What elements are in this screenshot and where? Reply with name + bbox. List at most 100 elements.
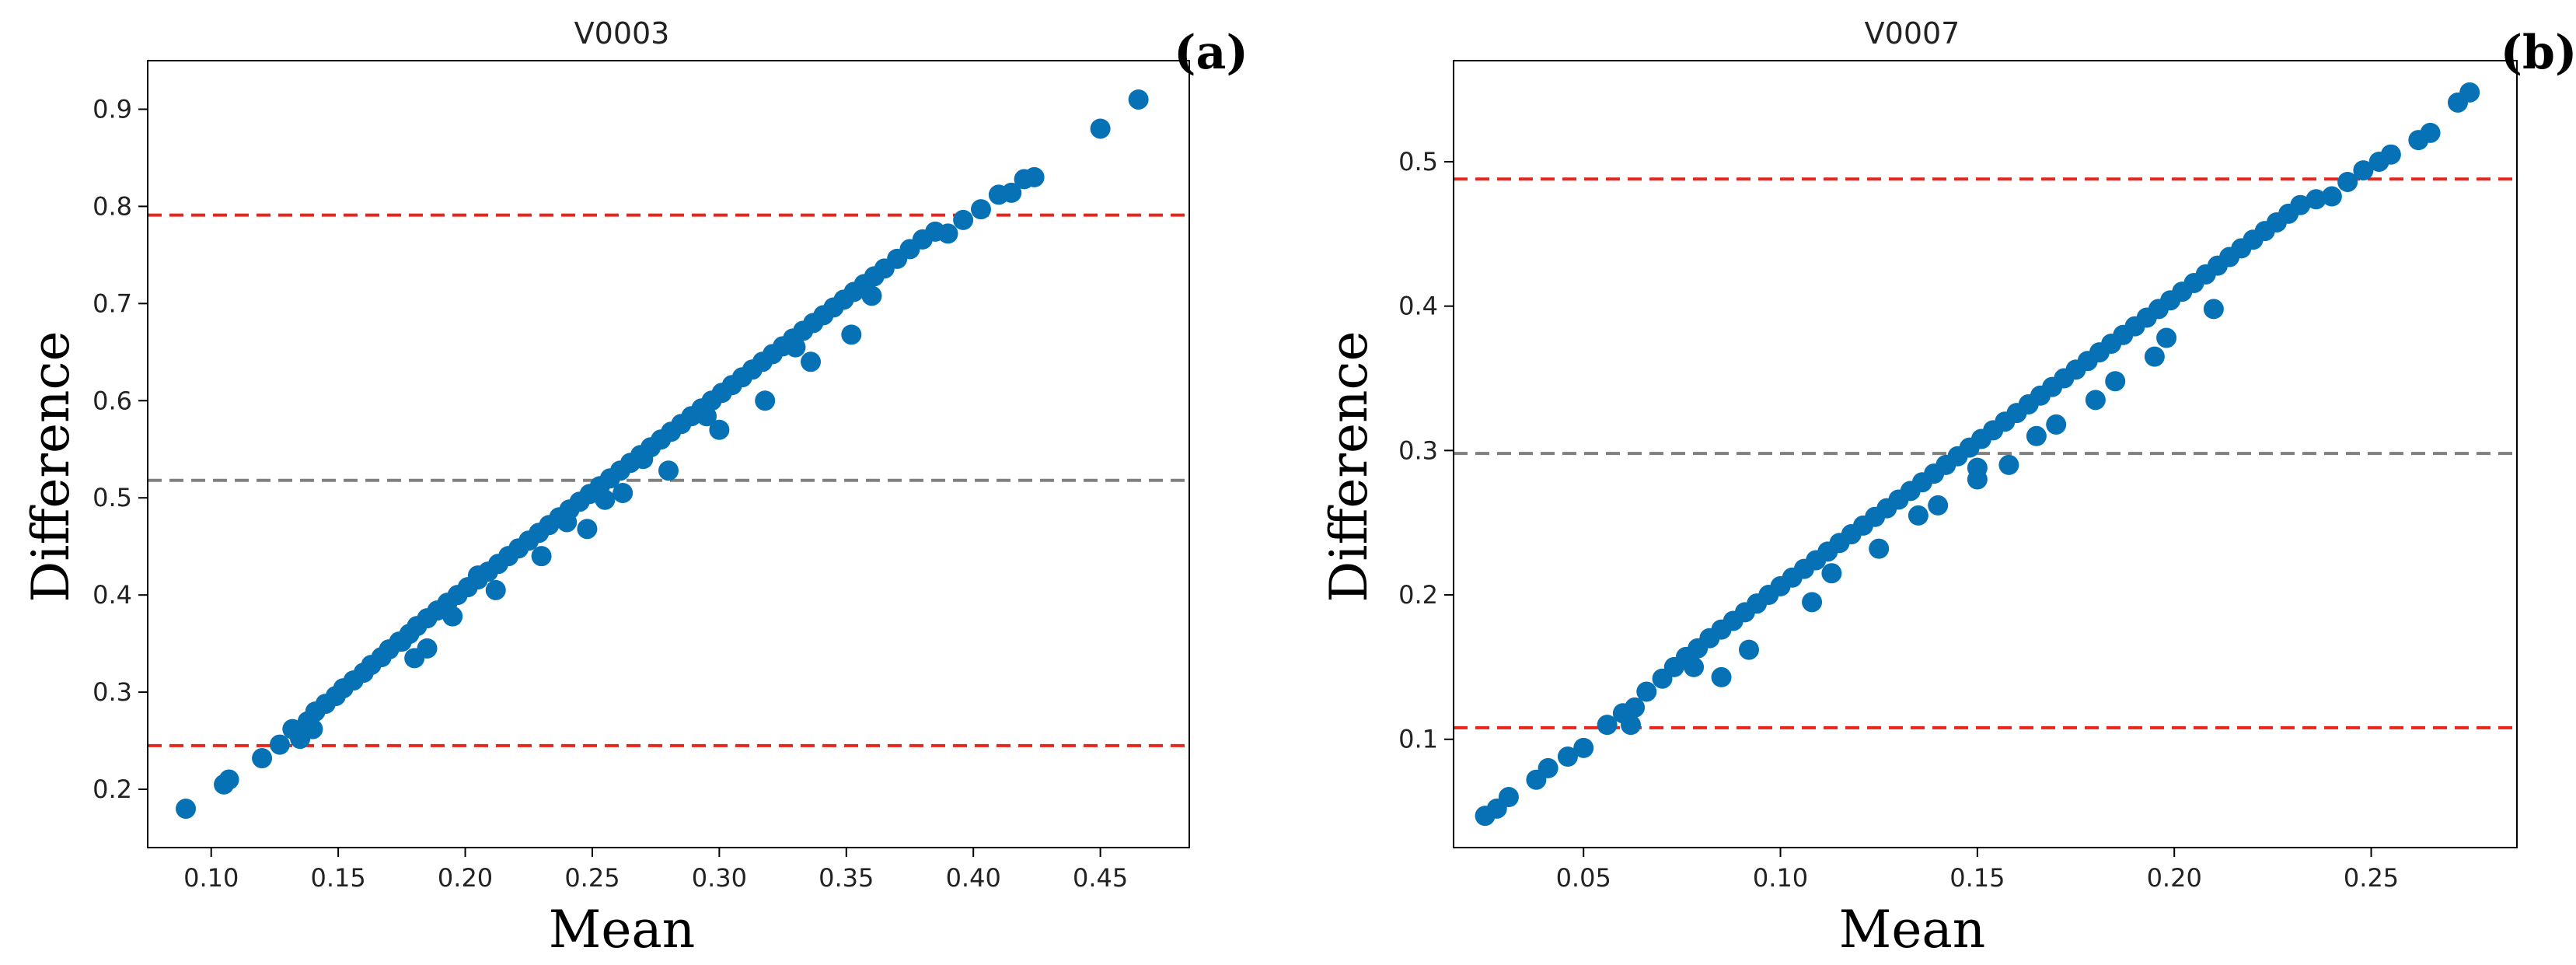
panel-label: (b) [2501,26,2576,80]
data-point [613,482,634,503]
x-axis-label: Mean [549,900,696,960]
data-point [269,734,290,755]
data-point [595,489,616,510]
data-point [953,209,974,230]
y-tick-label: 0.5 [1398,147,1438,177]
y-tick-label: 0.2 [92,774,132,804]
data-point [785,337,806,358]
data-point [2156,327,2177,348]
data-point [1869,538,1890,559]
data-point [1538,757,1559,778]
data-point [1684,656,1705,677]
data-point [658,460,679,481]
data-point [1024,166,1045,187]
data-point [1621,715,1641,736]
data-point [1802,592,1823,613]
plot-frame [1453,60,2518,848]
x-tick-label: 0.15 [310,863,365,893]
y-axis-ticks: 0.1 0.2 0.3 0.4 0.5 [1398,147,1454,754]
data-point [531,546,552,567]
x-tick-label: 0.25 [2344,863,2399,893]
data-point [1001,182,1022,203]
x-tick-label: 0.10 [1753,863,1808,893]
data-point [1498,787,1519,808]
data-point [1821,563,1842,584]
data-point [252,748,273,769]
chart-panel-a: V0003 (a) Mean Difference 0.10 0.15 0.20 0.… [21,16,1248,960]
data-point [709,419,730,440]
y-tick-label: 0.2 [1398,580,1438,610]
data-point [442,606,463,627]
data-point [696,406,717,427]
y-tick-label: 0.8 [92,191,132,221]
y-axis-label: Difference [21,330,81,602]
y-tick-label: 0.7 [92,288,132,318]
data-point [2337,171,2358,192]
y-tick-label: 0.5 [92,483,132,512]
data-point [2203,299,2224,320]
data-point [633,449,654,470]
x-tick-label: 0.15 [1949,863,2005,893]
data-point [176,799,197,820]
data-point [1090,118,1111,139]
y-tick-label: 0.6 [92,386,132,415]
data-point [1928,495,1949,516]
y-tick-label: 0.1 [1398,725,1438,754]
x-tick-label: 0.20 [2147,863,2202,893]
x-tick-label: 0.40 [946,863,1001,893]
y-tick-label: 0.3 [92,677,132,707]
data-point [1128,89,1149,110]
x-axis-label: Mean [1839,900,1986,960]
data-point [467,565,488,586]
data-point [417,638,438,659]
data-point [2046,414,2067,435]
data-point [937,223,958,244]
data-point [1573,737,1594,758]
data-point [302,719,323,739]
data-point [577,519,598,540]
data-point [2085,390,2106,411]
x-tick-label: 0.05 [1556,863,1611,893]
data-point [2026,425,2047,446]
data-point [2380,144,2401,165]
y-tick-label: 0.3 [1398,435,1438,465]
scatter-points [1475,82,2480,827]
scatter-points [176,89,1149,820]
x-tick-label: 0.45 [1073,863,1128,893]
data-point [1636,681,1657,702]
chart-panel-b: V0007 (b) Mean Difference 0.05 0.10 0.15 0.… [1319,16,2576,960]
data-point [801,351,822,372]
data-point [1967,457,1988,478]
data-point [1908,505,1929,526]
data-point [2305,189,2326,210]
x-tick-label: 0.25 [564,863,620,893]
data-point [2459,82,2480,103]
data-point [2105,371,2126,392]
y-axis-ticks: 0.2 0.3 0.4 0.5 0.6 0.7 0.8 0.9 [92,94,148,804]
data-point [755,390,776,411]
data-point [1739,639,1759,660]
data-point [391,631,412,652]
data-point [2144,346,2165,367]
x-axis-ticks: 0.05 0.10 0.15 0.20 0.25 [1556,848,2399,893]
data-point [2420,122,2441,143]
data-point [1597,715,1618,736]
data-point [2321,186,2342,207]
x-tick-label: 0.35 [819,863,874,893]
data-point [971,199,991,220]
data-point [2290,194,2311,215]
y-axis-label: Difference [1319,330,1379,602]
x-axis-ticks: 0.10 0.15 0.20 0.25 0.30 0.35 0.40 0.45 [183,848,1128,893]
data-point [485,579,506,600]
x-tick-label: 0.10 [183,863,239,893]
y-tick-label: 0.9 [92,94,132,124]
chart-title: V0007 [1865,16,1960,51]
chart-title: V0003 [574,16,670,51]
data-point [557,512,578,533]
data-point [2353,160,2374,181]
x-tick-label: 0.30 [692,863,747,893]
plot-frame [147,60,1190,848]
data-point [841,324,862,345]
